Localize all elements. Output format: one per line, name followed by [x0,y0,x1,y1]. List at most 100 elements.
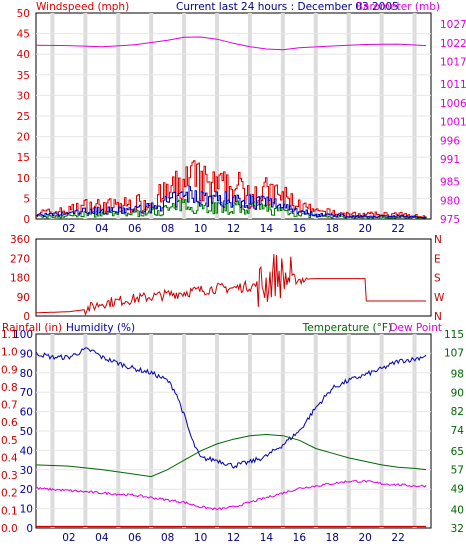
temperature-tick-label: 98 [451,369,464,381]
x-tick-label: 20 [358,532,371,544]
x-tick-label: 02 [62,532,75,544]
temperature-axis-label: Temperature (°F) [302,322,392,334]
humidity-tick-label: 70 [20,387,33,399]
x-tick-label: 12 [227,532,240,544]
temp-humidity-panel: 0.0 0.1 0.2 0.3 0.4 0.5 0.6 0.7 0.8 0.9 1.0 1.1 0 10 2… [1,329,464,544]
x-tick-label: 20 [358,223,371,235]
rainfall-tick-label: 0.8 [1,382,18,394]
rainfall-tick-label: 1.0 [1,347,18,359]
x-tick-label: 06 [128,223,142,235]
barometer-tick-label: 1027 [440,19,466,31]
barometer-tick-label: 1017 [440,57,466,69]
humidity-tick-label: 10 [20,504,33,516]
x-tick-label: 02 [62,223,75,235]
dewpoint-line [35,479,427,511]
humidity-tick-label: 90 [20,348,33,360]
barometer-tick-label: 991 [440,154,460,166]
barometer-tick-label: 1006 [440,98,466,110]
x-tick-label: 10 [194,223,207,235]
windspeed-axis-label: Windspeed (mph) [36,1,129,13]
direction-panel-frame [35,238,432,317]
humidity-line [35,347,427,469]
rainfall-tick-label: 1.1 [1,329,18,341]
humidity-axis-label: Humidity (%) [66,322,135,334]
humidity-tick-label: 60 [20,407,33,419]
rainfall-tick-label: 0.3 [1,470,18,482]
temperature-tick-label: 90 [451,387,464,399]
barometer-tick-label: 985 [440,177,460,189]
windspeed-tick-label: 50 [17,8,30,20]
windspeed-tick-label: 35 [17,70,30,82]
x-tick-label: 06 [128,532,142,544]
rainfall-tick-label: 0.0 [1,523,18,535]
x-tick-label: 08 [161,532,174,544]
rainfall-tick-label: 0.1 [1,505,18,517]
wind-direction-line [35,254,427,316]
windspeed-avg-line [36,186,427,219]
windspeed-tick-label: 5 [23,193,30,205]
temperature-tick-label: 82 [451,406,464,418]
rainfall-tick-label: 0.7 [1,400,18,412]
barometer-tick-label: 996 [440,135,460,147]
x-tick-label: 04 [95,532,109,544]
rainfall-tick-label: 0.4 [1,452,18,464]
barometer-axis-label: Barometer (mb) [356,1,440,13]
temperature-tick-label: 115 [444,329,464,341]
dewpoint-axis-label: Dew Point [389,322,442,334]
direction-tick-label: 360 [10,234,30,246]
humidity-tick-label: 100 [13,329,33,341]
x-tick-label: 22 [391,532,404,544]
windspeed-tick-label: 25 [17,111,30,123]
rainfall-tick-label: 0.5 [1,435,18,447]
windspeed-tick-label: 20 [17,132,30,144]
x-tick-label: 10 [194,532,207,544]
x-tick-label: 22 [391,223,404,235]
wind-barometer-panel: 0 5 10 15 20 25 30 35 40 45 50 975 980 985 991 996 1001 1… [17,8,466,235]
barometer-tick-label: 1022 [440,38,466,50]
windspeed-tick-label: 45 [17,29,30,41]
barometer-tick-label: 975 [440,214,460,226]
windspeed-tick-label: 0 [23,214,30,226]
temperature-tick-label: 107 [444,348,464,360]
humidity-tick-label: 0 [26,523,33,535]
humidity-tick-label: 80 [20,368,33,380]
humidity-tick-label: 50 [20,426,33,438]
compass-label: N [434,234,442,246]
direction-tick-label: 180 [10,273,30,285]
temperature-line [35,433,427,478]
barometer-tick-label: 1011 [440,79,466,91]
rainfall-tick-label: 0.6 [1,417,18,429]
temperature-tick-label: 32 [451,523,464,535]
compass-label: S [434,273,441,285]
rainfall-axis-label: Rainfall (in) [2,322,62,334]
x-tick-label: 14 [260,223,274,235]
direction-tick-label: 0 [23,311,30,323]
barometer-tick-label: 980 [440,195,460,207]
x-tick-label: 08 [161,223,174,235]
humidity-tick-label: 30 [20,465,33,477]
x-tick-label: 16 [293,532,307,544]
direction-tick-label: 270 [10,253,30,265]
barometer-tick-label: 1001 [440,117,466,129]
rainfall-tick-label: 0.2 [1,488,18,500]
barometer-line [35,36,427,51]
compass-label: W [434,292,445,304]
x-tick-label: 18 [326,223,339,235]
rainfall-tick-label: 0.9 [1,364,18,376]
temperature-tick-label: 49 [451,483,464,495]
temperature-tick-label: 40 [451,504,464,516]
x-tick-label: 14 [260,532,274,544]
humidity-tick-label: 40 [20,445,33,457]
compass-label: E [434,253,441,265]
temperature-tick-label: 65 [451,446,464,458]
temperature-tick-label: 74 [451,425,465,437]
humidity-tick-label: 20 [20,484,33,496]
windspeed-tick-label: 10 [17,173,30,185]
x-tick-label: 16 [293,223,307,235]
x-tick-label: 12 [227,223,240,235]
direction-tick-label: 90 [17,292,30,304]
windspeed-tick-label: 15 [17,152,30,164]
